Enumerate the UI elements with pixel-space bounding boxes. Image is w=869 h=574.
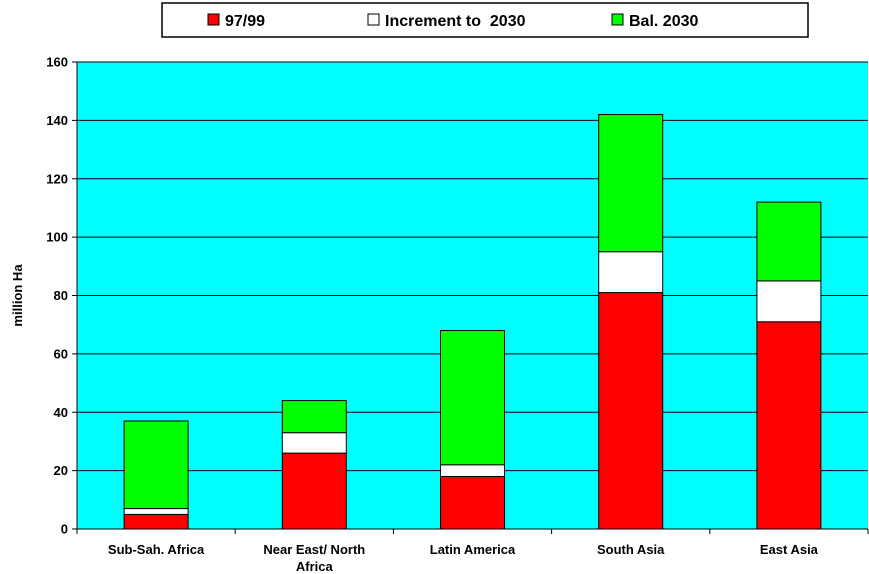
legend-label: 97/99 [225, 13, 265, 30]
bar-segment-2 [440, 464, 505, 477]
y-tick-label: 140 [46, 113, 68, 128]
bar-segment-1 [123, 513, 189, 530]
bar-segment-3 [123, 420, 189, 510]
legend: 97/99 Increment to 2030 Bal. 2030 [161, 2, 809, 38]
legend-label: Bal. 2030 [629, 13, 698, 30]
x-category-label: Near East/ North [263, 542, 365, 557]
x-category-labels: Sub-Sah. Africa Near East/ North Africa Lat… [108, 542, 819, 574]
bar-segment-2 [123, 508, 189, 515]
y-tick-label: 100 [46, 230, 68, 245]
y-tick-label: 160 [46, 55, 68, 70]
bar-segment-1 [756, 321, 822, 530]
y-tick-label: 40 [54, 405, 68, 420]
bar-segment-2 [281, 432, 347, 454]
bar-segment-3 [440, 330, 505, 466]
legend-label: Increment to 2030 [385, 13, 526, 30]
y-axis-title: million Ha [10, 264, 25, 327]
axes [72, 61, 869, 534]
bar-segment-3 [281, 400, 347, 434]
bar-segment-3 [756, 201, 822, 282]
bar-segment-2 [598, 251, 664, 294]
y-tick-label: 20 [54, 463, 68, 478]
legend-swatch [611, 13, 624, 26]
y-tick-label: 120 [46, 171, 68, 186]
x-category-label: Africa [296, 559, 334, 574]
bar-segment-2 [756, 280, 822, 323]
y-tick-label: 60 [54, 346, 68, 361]
legend-swatch [367, 13, 380, 26]
x-category-label: South Asia [597, 542, 665, 557]
legend-box [161, 2, 809, 38]
bars [123, 114, 822, 530]
x-category-label: Latin America [430, 542, 516, 557]
bar-segment-1 [598, 292, 664, 530]
bar-segment-3 [598, 114, 664, 253]
y-tick-labels: 0 20 40 60 80 100 120 140 160 [46, 55, 68, 537]
x-category-label: Sub-Sah. Africa [108, 542, 205, 557]
y-tick-label: 80 [54, 288, 68, 303]
bar-segment-1 [281, 452, 347, 530]
x-category-label: East Asia [760, 542, 819, 557]
bar-segment-1 [440, 475, 505, 530]
legend-swatch [207, 13, 220, 26]
y-tick-label: 0 [61, 522, 68, 537]
